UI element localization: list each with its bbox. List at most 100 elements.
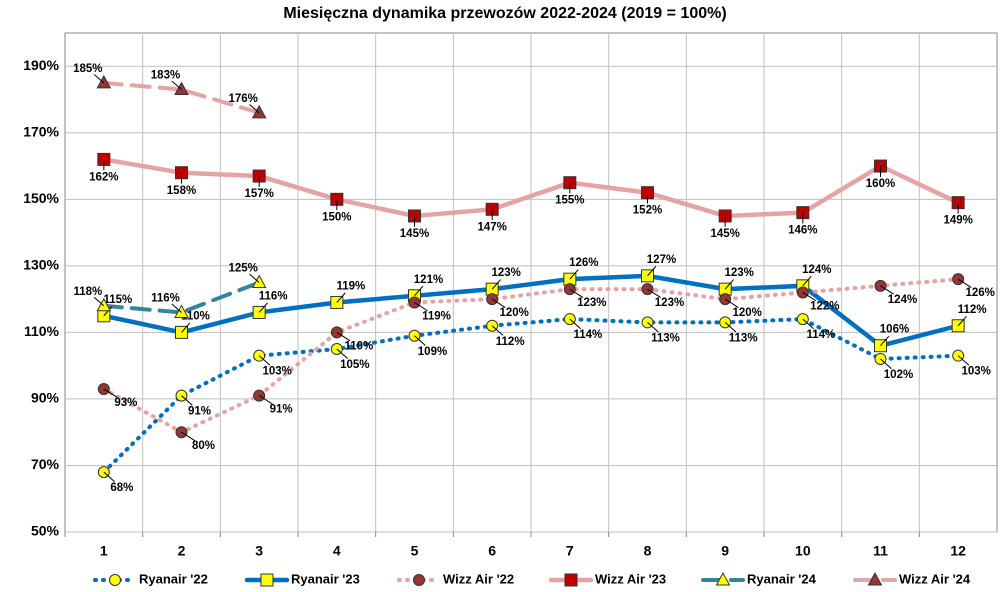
legend-label: Wizz Air '24 xyxy=(899,571,971,586)
leader-line xyxy=(957,278,972,288)
data-label: 162% xyxy=(89,171,118,183)
data-label: 103% xyxy=(262,366,291,378)
leader-line xyxy=(880,285,894,295)
legend-marker xyxy=(260,573,274,587)
leader-line xyxy=(336,331,351,342)
x-tick-label: 4 xyxy=(333,543,341,559)
data-label: 110% xyxy=(181,310,210,322)
data-label: 158% xyxy=(167,185,196,197)
data-label: 155% xyxy=(555,195,584,207)
x-tick-label: 8 xyxy=(644,543,652,559)
y-tick-label: 150% xyxy=(23,190,59,206)
data-label: 123% xyxy=(491,267,520,279)
data-label: 112% xyxy=(958,304,987,316)
leader-line xyxy=(258,395,273,405)
leader-line xyxy=(957,315,967,327)
x-tick-label: 3 xyxy=(255,543,263,559)
series-line xyxy=(101,273,961,349)
x-tick-label: 11 xyxy=(873,543,888,559)
data-label: 109% xyxy=(418,346,447,358)
legend-label: Wizz Air '23 xyxy=(595,571,666,586)
data-label: 185% xyxy=(73,63,102,75)
x-tick-label: 12 xyxy=(950,543,966,559)
marker xyxy=(174,304,189,318)
data-label: 113% xyxy=(729,332,758,344)
leader-line xyxy=(93,74,105,84)
legend-marker xyxy=(413,574,425,586)
leader-line xyxy=(414,335,426,346)
leader-line xyxy=(181,431,195,442)
y-tick-label: 130% xyxy=(23,257,59,273)
leader-line xyxy=(181,395,193,406)
x-tick-label: 9 xyxy=(721,543,729,559)
leader-line xyxy=(491,325,504,336)
marker xyxy=(251,104,267,119)
legend-label: Ryanair '22 xyxy=(139,571,208,586)
leader-line xyxy=(336,348,348,360)
legend-marker xyxy=(109,574,121,586)
data-label: 121% xyxy=(414,274,443,286)
leader-line xyxy=(724,322,737,333)
data-label: 119% xyxy=(422,310,451,322)
x-tick-label: 1 xyxy=(100,543,108,559)
data-label: 126% xyxy=(965,287,994,299)
x-tick-label: 10 xyxy=(795,543,811,559)
data-label: 125% xyxy=(228,263,257,275)
marker xyxy=(251,274,267,288)
legend-marker xyxy=(867,571,883,586)
data-label: 116% xyxy=(151,292,180,304)
leader-line xyxy=(569,288,584,298)
series-line xyxy=(101,277,961,435)
leader-line xyxy=(171,80,182,90)
data-label: 120% xyxy=(732,307,761,319)
legend-label: Ryanair '24 xyxy=(747,571,817,586)
leader-line xyxy=(103,388,118,398)
leader-line xyxy=(957,355,970,366)
legend-marker xyxy=(564,573,578,587)
x-tick-label: 5 xyxy=(411,543,419,559)
data-label: 106% xyxy=(880,324,909,336)
data-label: 146% xyxy=(788,225,817,237)
leader-line xyxy=(802,275,812,287)
data-label: 118% xyxy=(73,286,102,298)
data-label: 91% xyxy=(188,406,211,418)
leader-line xyxy=(724,279,734,290)
leader-line xyxy=(491,298,506,308)
y-tick-label: 110% xyxy=(24,323,60,339)
data-label: 183% xyxy=(151,70,180,82)
legend-label: Ryanair '23 xyxy=(291,571,360,586)
data-label: 113% xyxy=(651,332,680,344)
data-label: 119% xyxy=(336,280,365,292)
x-tick-label: 2 xyxy=(178,543,186,559)
data-label: 123% xyxy=(724,267,753,279)
leader-line xyxy=(93,297,105,307)
leader-line xyxy=(258,302,268,313)
data-label: 145% xyxy=(710,228,739,240)
data-label: 124% xyxy=(802,264,831,276)
data-label: 176% xyxy=(228,93,257,105)
data-label: 124% xyxy=(888,294,917,306)
leader-line xyxy=(569,269,579,280)
leader-line xyxy=(181,322,191,333)
leader-line xyxy=(724,298,739,308)
data-label: 103% xyxy=(961,366,990,378)
data-label: 127% xyxy=(647,254,676,266)
data-label: 157% xyxy=(244,188,273,200)
data-label: 114% xyxy=(573,329,602,341)
legend-marker xyxy=(715,571,731,586)
y-tick-label: 50% xyxy=(31,523,60,539)
marker xyxy=(96,74,112,89)
marker xyxy=(96,297,112,312)
data-label: 145% xyxy=(400,228,429,240)
data-label: 102% xyxy=(884,369,913,381)
y-tick-label: 90% xyxy=(31,390,60,406)
data-label: 123% xyxy=(577,297,606,309)
data-label: 115% xyxy=(103,294,132,306)
leader-line xyxy=(647,322,659,333)
leader-line xyxy=(258,355,271,366)
leader-line xyxy=(802,318,814,330)
data-label: 123% xyxy=(655,297,684,309)
x-tick-label: 7 xyxy=(566,543,574,559)
legend-label: Wizz Air '22 xyxy=(443,571,514,586)
